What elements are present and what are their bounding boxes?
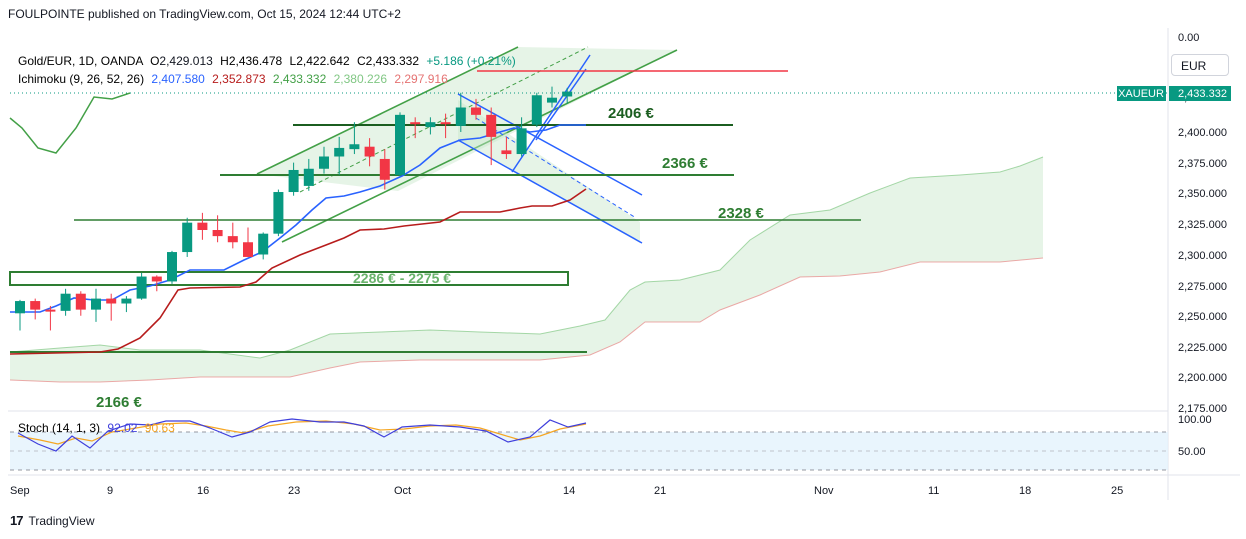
stoch-tick: 100.00 bbox=[1178, 414, 1212, 426]
candle-down[interactable] bbox=[440, 122, 451, 125]
candle-down[interactable] bbox=[151, 276, 162, 282]
candles-group bbox=[15, 86, 573, 331]
candle-up[interactable] bbox=[395, 114, 405, 175]
time-tick: 16 bbox=[197, 485, 209, 497]
candle-up[interactable] bbox=[349, 144, 360, 150]
price-tick: 2,400.000 bbox=[1178, 127, 1227, 139]
price-axis[interactable]: 0.00 2,425.000 2,400.000 2,375.000 2,350… bbox=[1178, 32, 1227, 458]
time-tick: 25 bbox=[1111, 485, 1123, 497]
price-tick: 2,350.000 bbox=[1178, 188, 1227, 200]
candle-down[interactable] bbox=[30, 301, 41, 310]
candle-down[interactable] bbox=[364, 146, 375, 157]
breakout-line-2 bbox=[535, 68, 587, 141]
candle-up[interactable] bbox=[425, 122, 436, 128]
legend-symbol: Gold/EUR, 1D, OANDA bbox=[18, 54, 143, 68]
last-price-label: 2,433.332 bbox=[1178, 88, 1227, 100]
level-zone-2286-2275 bbox=[9, 271, 569, 286]
ticker-badge bbox=[1117, 86, 1166, 101]
time-tick: Nov bbox=[814, 485, 834, 497]
time-tick: 23 bbox=[288, 485, 300, 497]
level-label-2286-2275: 2286 € - 2275 € bbox=[353, 270, 451, 286]
time-tick: 18 bbox=[1019, 485, 1031, 497]
flag-lower-line bbox=[457, 139, 643, 244]
candle-up[interactable] bbox=[303, 168, 314, 186]
level-label-2328: 2328 € bbox=[718, 205, 765, 222]
time-axis[interactable]: Sep 9 16 23 Oct 14 21 Nov 11 18 25 bbox=[10, 485, 1123, 497]
tradingview-logo-icon: 17 bbox=[10, 513, 24, 528]
time-tick: Sep bbox=[10, 485, 30, 497]
senkou-b-line bbox=[9, 257, 1044, 383]
currency-selector[interactable]: EUR bbox=[1171, 54, 1229, 76]
candle-down[interactable] bbox=[486, 114, 497, 137]
footer: 17 TradingView bbox=[10, 513, 95, 528]
candle-down[interactable] bbox=[75, 293, 86, 310]
time-tick: Oct bbox=[394, 485, 411, 497]
candle-up[interactable] bbox=[136, 276, 147, 299]
price-tick: 2,375.000 bbox=[1178, 158, 1227, 170]
candle-up[interactable] bbox=[121, 298, 132, 304]
price-tick: 0.00 bbox=[1178, 32, 1199, 44]
candle-down[interactable] bbox=[212, 230, 223, 237]
candle-up[interactable] bbox=[455, 107, 466, 126]
legend-ohlc: Gold/EUR, 1D, OANDA O2,429.013 H2,436.47… bbox=[18, 54, 516, 68]
candle-up[interactable] bbox=[319, 156, 329, 169]
price-tick: 2,250.000 bbox=[1178, 311, 1227, 323]
candle-up[interactable] bbox=[15, 301, 25, 314]
stoch-d-line bbox=[17, 420, 587, 445]
channel-lower-line bbox=[281, 49, 678, 243]
price-tick: 2,200.000 bbox=[1178, 372, 1227, 384]
candle-down[interactable] bbox=[379, 158, 390, 180]
candle-down[interactable] bbox=[45, 309, 56, 312]
level-label-2166: 2166 € bbox=[96, 394, 143, 411]
candle-down[interactable] bbox=[227, 236, 238, 243]
time-tick: 21 bbox=[654, 485, 666, 497]
candle-up[interactable] bbox=[258, 233, 269, 255]
publish-header: FOULPOINTE published on TradingView.com,… bbox=[8, 7, 401, 21]
candle-down[interactable] bbox=[471, 107, 481, 115]
flag-channel bbox=[458, 100, 640, 243]
stoch-tick: 50.00 bbox=[1178, 446, 1206, 458]
candle-down[interactable] bbox=[106, 298, 117, 304]
time-tick: 9 bbox=[107, 485, 113, 497]
candle-up[interactable] bbox=[167, 252, 177, 282]
price-tick: 2,275.000 bbox=[1178, 281, 1227, 293]
flag-mid-line bbox=[475, 117, 637, 219]
candle-up[interactable] bbox=[334, 147, 345, 157]
candle-up[interactable] bbox=[60, 293, 71, 311]
channel-upper-line bbox=[256, 46, 519, 175]
candle-up[interactable] bbox=[288, 169, 299, 193]
level-line-2166 bbox=[10, 351, 587, 353]
level-label-2406: 2406 € bbox=[608, 105, 655, 122]
candle-up[interactable] bbox=[273, 192, 284, 234]
candle-up[interactable] bbox=[562, 91, 573, 97]
time-tick: 14 bbox=[563, 485, 575, 497]
candle-up[interactable] bbox=[91, 298, 101, 310]
kijun-line bbox=[9, 188, 587, 355]
footer-brand: TradingView bbox=[28, 513, 95, 528]
candle-down[interactable] bbox=[243, 242, 253, 257]
ticker-badge-label: XAUEUR bbox=[1118, 88, 1164, 100]
price-tick: 2,300.000 bbox=[1178, 250, 1227, 262]
price-tick: 2,175.000 bbox=[1178, 403, 1227, 415]
price-tick: 2,225.000 bbox=[1178, 342, 1227, 354]
candle-up[interactable] bbox=[547, 97, 557, 103]
candle-up[interactable] bbox=[182, 222, 193, 253]
flag-upper-line bbox=[457, 93, 643, 196]
candle-down[interactable] bbox=[197, 222, 208, 230]
ichimoku-cloud bbox=[10, 157, 1043, 382]
time-tick: 11 bbox=[928, 485, 939, 497]
legend-ichimoku: Ichimoku (9, 26, 52, 26) 2,407.580 2,352… bbox=[18, 72, 448, 86]
level-label-2366: 2366 € bbox=[662, 155, 709, 172]
candle-down[interactable] bbox=[410, 122, 421, 125]
chikou-line bbox=[9, 92, 131, 154]
legend-stoch: Stoch (14, 1, 3) 92.02 90.63 bbox=[18, 421, 175, 435]
stoch-k-line bbox=[17, 418, 587, 452]
candle-up[interactable] bbox=[531, 95, 542, 125]
last-price-badge bbox=[1169, 86, 1231, 101]
candle-up[interactable] bbox=[516, 128, 527, 155]
price-tick: 2,325.000 bbox=[1178, 219, 1227, 231]
candle-down[interactable] bbox=[501, 150, 512, 155]
